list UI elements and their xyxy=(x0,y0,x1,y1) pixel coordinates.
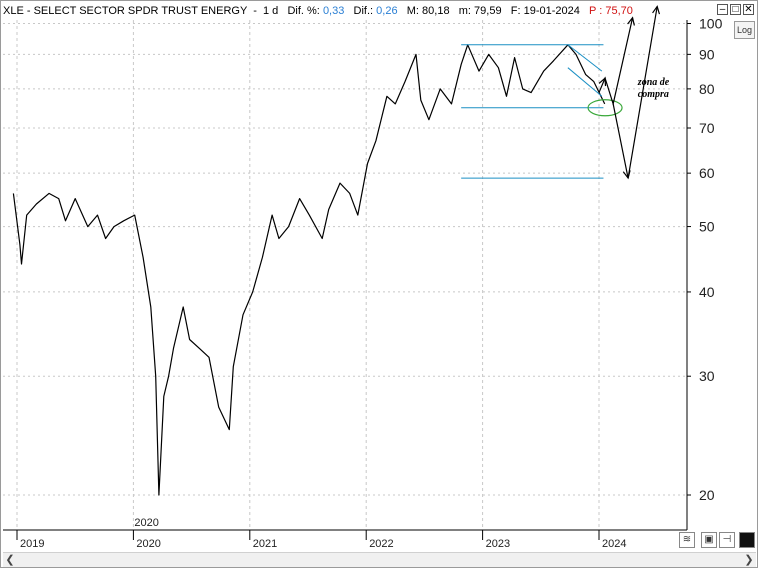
trend-line xyxy=(567,67,603,97)
dif-value: 0,26 xyxy=(376,5,398,17)
y-tick-label: 80 xyxy=(699,81,715,97)
x-tick-label: 2020 xyxy=(136,538,160,550)
buy-zone-annotation: zona de compra xyxy=(637,77,670,100)
black-square-icon[interactable] xyxy=(739,532,755,548)
projection-arrowhead xyxy=(622,170,631,180)
x-tick-label: 2021 xyxy=(253,538,277,550)
period-label: 1 d xyxy=(263,5,279,17)
min-value: 79,59 xyxy=(474,5,502,17)
y-tick-label: 20 xyxy=(699,487,715,503)
price-series-line xyxy=(12,44,606,496)
projection-arrow xyxy=(598,17,634,107)
x-tick-label: 2019 xyxy=(20,538,44,550)
x-marker-label: 2020 xyxy=(134,517,158,529)
max-value: 80,18 xyxy=(422,5,450,17)
y-tick-label: 70 xyxy=(699,120,715,136)
save-icon[interactable]: ▣ xyxy=(701,532,717,548)
x-tick-label: 2024 xyxy=(602,538,626,550)
projection-arrowhead xyxy=(598,76,607,87)
y-tick-label: 60 xyxy=(699,165,715,181)
dif-label: Dif.: xyxy=(353,5,374,17)
max-label: M: xyxy=(406,5,419,17)
x-tick-label: 2022 xyxy=(369,538,393,550)
y-tick-label: 30 xyxy=(699,368,715,384)
scroll-right-icon[interactable]: ❯ xyxy=(744,554,754,566)
date-label: F: xyxy=(510,5,521,17)
log-scale-button[interactable]: Log xyxy=(734,21,755,39)
min-label: m: xyxy=(458,5,471,17)
buy-zone-ellipse xyxy=(587,99,623,117)
y-tick-label: 100 xyxy=(699,16,723,32)
maximize-button[interactable]: □ xyxy=(730,4,741,15)
price-label: P : xyxy=(589,5,603,17)
projection-arrowhead xyxy=(652,5,661,15)
x-tick-label: 2023 xyxy=(486,538,510,550)
horizontal-scrollbar[interactable]: ❮ ❯ xyxy=(3,552,756,567)
chart-header: XLE - SELECT SECTOR SPDR TRUST ENERGY - … xyxy=(3,5,633,17)
date-value: 19-01-2024 xyxy=(523,5,580,17)
pin-icon[interactable]: ⊣ xyxy=(719,532,735,548)
symbol-label: XLE - SELECT SECTOR SPDR TRUST ENERGY xyxy=(3,5,248,17)
zoom-icon[interactable]: ≋ xyxy=(679,532,695,548)
trend-line xyxy=(567,44,603,72)
projection-arrowhead xyxy=(627,16,635,26)
scroll-left-icon[interactable]: ❮ xyxy=(5,554,15,566)
dif-pct-value: 0,33 xyxy=(322,5,345,17)
price-value: 75,70 xyxy=(605,5,633,17)
y-tick-label: 50 xyxy=(699,219,715,235)
y-tick-label: 40 xyxy=(699,284,715,300)
y-tick-label: 90 xyxy=(699,46,715,62)
dif-pct-label: Dif. %: xyxy=(287,5,320,17)
minimize-button[interactable]: – xyxy=(717,4,728,15)
close-button[interactable]: ✕ xyxy=(743,4,754,15)
